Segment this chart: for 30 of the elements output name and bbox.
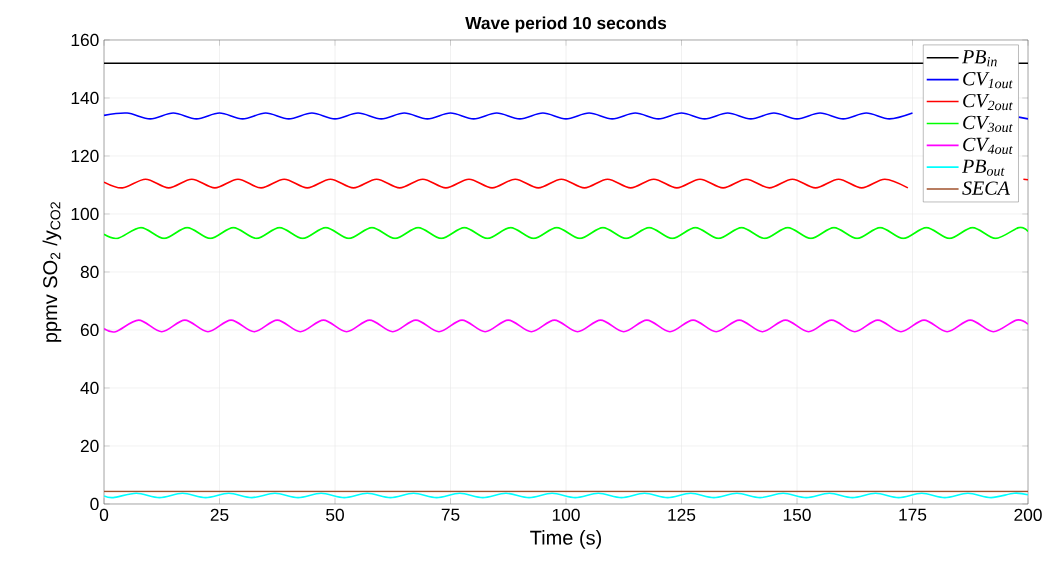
x-tick-label: 0: [99, 508, 109, 521]
x-tick-label: 50: [326, 508, 344, 521]
y-tick-label: 80: [80, 265, 99, 279]
x-tick-label: 200: [1014, 508, 1042, 521]
legend-label: CV$_{3out}$: [963, 115, 1013, 133]
y-tick-label: 140: [71, 91, 99, 105]
line-series: [104, 226, 1028, 240]
y-tick-label: 40: [80, 381, 99, 395]
y-tick-label: 60: [80, 323, 99, 337]
x-tick-label: 75: [441, 508, 460, 521]
y-tick-label: 120: [71, 149, 99, 163]
y-tick-label: 20: [80, 439, 99, 453]
x-tick-label: 125: [668, 508, 696, 521]
legend-label: CV$_{2out}$: [963, 93, 1013, 111]
y-tick-label: 160: [71, 33, 99, 47]
y-tick-label: 0: [90, 497, 99, 511]
chart-title: Wave period 10 seconds: [465, 16, 667, 33]
line-series: [104, 319, 1028, 333]
legend-label: PB$_{in}$: [961, 50, 997, 67]
legend-label: PB$_{out}$: [961, 159, 1005, 176]
y-tick-label: 100: [71, 207, 99, 221]
y-axis-title: ppmv SO$_{2}$ /y$_{CO2}$: [42, 202, 62, 342]
x-tick-label: 100: [552, 508, 580, 521]
x-tick-label: 175: [899, 508, 927, 521]
legend-label: CV$_{4out}$: [963, 137, 1013, 155]
x-axis-title: Time (s): [530, 530, 602, 549]
legend-label: CV$_{1out}$: [963, 72, 1013, 89]
x-tick-label: 25: [210, 508, 229, 521]
x-tick-label: 150: [783, 508, 811, 521]
legend-label: SECA: [962, 181, 1010, 195]
